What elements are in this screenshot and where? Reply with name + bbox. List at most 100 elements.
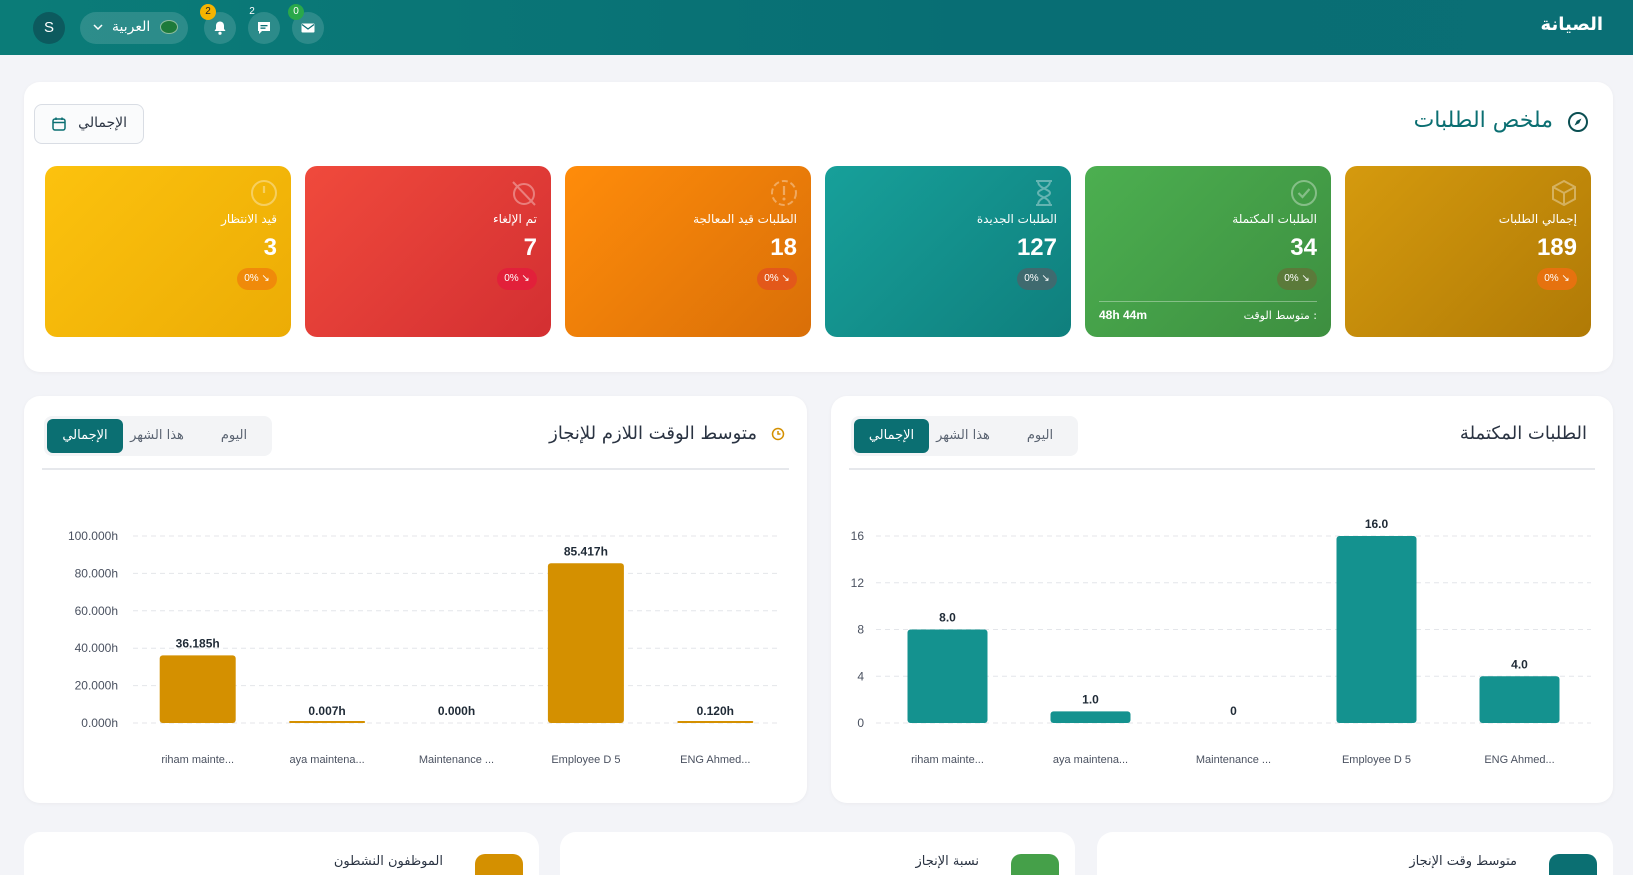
trend-badge: 0% ↘ xyxy=(1017,268,1057,290)
bar xyxy=(907,629,988,723)
panel-divider xyxy=(849,468,1595,470)
mail-icon xyxy=(301,23,315,33)
x-tick-label: riham mainte... xyxy=(161,754,234,766)
stat-value: 189 xyxy=(1536,234,1577,261)
hourglass-icon xyxy=(1036,180,1052,206)
period-filter-button[interactable]: الإجمالي xyxy=(34,104,144,144)
avg-completion-label: متوسط وقت الإنجاز xyxy=(1409,854,1517,869)
avg-time-value: 48h 44m xyxy=(1099,308,1148,322)
y-tick-label: 20.000h xyxy=(75,679,118,693)
chat-icon xyxy=(258,22,270,34)
stat-card-pending[interactable]: قيد الانتظار 3 0% ↘ xyxy=(45,166,291,337)
card-divider xyxy=(1099,301,1317,302)
x-tick-label: Employee D 5 xyxy=(1342,754,1411,766)
stat-card-cancelled[interactable]: تم الإلغاء 7 0% ↘ xyxy=(305,166,551,337)
y-tick-label: 4 xyxy=(857,669,864,683)
bar xyxy=(289,721,366,723)
notifications-button[interactable]: 2 xyxy=(200,4,236,44)
trend-badge: 0% ↘ xyxy=(497,268,537,290)
data-label: 0.000h xyxy=(438,704,475,718)
y-tick-label: 60.000h xyxy=(75,604,118,618)
tab-this-month[interactable]: هذا الشهر xyxy=(130,428,184,443)
y-tick-label: 40.000h xyxy=(75,641,118,655)
chevron-down-icon xyxy=(93,24,103,31)
stat-card-new[interactable]: الطلبات الجديدة 127 0% ↘ xyxy=(825,166,1071,337)
box-icon xyxy=(1552,179,1576,207)
x-tick-label: ENG Ahmed... xyxy=(680,754,750,766)
y-tick-label: 8 xyxy=(857,623,864,637)
y-tick-label: 12 xyxy=(851,576,865,590)
stat-card-total[interactable]: إجمالي الطلبات 189 0% ↘ xyxy=(1345,166,1591,337)
stat-card-processing[interactable]: الطلبات قيد المعالجة 18 0% ↘ xyxy=(565,166,811,337)
user-avatar[interactable]: S xyxy=(33,12,65,44)
data-label: 0.007h xyxy=(308,704,345,718)
trend-badge: 0% ↘ xyxy=(237,268,277,290)
clock-icon xyxy=(771,427,785,441)
y-tick-label: 80.000h xyxy=(75,566,118,580)
mail-badge: 0 xyxy=(288,4,304,20)
avg-time-title: متوسط الوقت اللازم للإنجاز xyxy=(549,423,757,444)
chat-badge: 2 xyxy=(249,6,255,17)
tab-this-month[interactable]: هذا الشهر xyxy=(936,428,990,443)
data-label: 85.417h xyxy=(564,544,608,558)
language-selector[interactable]: العربية xyxy=(80,12,188,44)
completion-rate-label: نسبة الإنجاز xyxy=(915,854,979,869)
percent-icon xyxy=(1011,854,1059,875)
bar xyxy=(159,655,236,723)
y-tick-label: 16 xyxy=(851,529,865,543)
stat-value: 127 xyxy=(1016,234,1057,261)
avg-completion-card: متوسط وقت الإنجاز xyxy=(1097,832,1613,875)
bar xyxy=(547,563,624,723)
trend-badge: 0% ↘ xyxy=(1277,268,1317,290)
stat-value: 3 xyxy=(263,234,277,261)
tab-total[interactable]: الإجمالي xyxy=(47,419,123,453)
data-label: 16.0 xyxy=(1365,517,1389,531)
bar xyxy=(1050,711,1131,723)
x-tick-label: ENG Ahmed... xyxy=(1484,754,1554,766)
clock-icon xyxy=(251,180,277,206)
completed-tabs: اليوم هذا الشهر الإجمالي xyxy=(851,416,1078,456)
tab-today[interactable]: اليوم xyxy=(1026,428,1054,443)
period-filter-label: الإجمالي xyxy=(78,115,127,131)
data-label: 8.0 xyxy=(939,611,956,625)
completed-bar-chart: 0 4 8 12 16 8.0 riham mainte... 1.0 aya maintena… xyxy=(851,517,1591,766)
cancel-icon xyxy=(512,181,536,206)
x-tick-label: aya maintena... xyxy=(289,754,364,766)
saudi-flag-icon xyxy=(160,20,178,34)
data-label: 1.0 xyxy=(1082,692,1099,706)
x-tick-label: Maintenance ... xyxy=(419,754,494,766)
top-bar: الصيانة S العربية 2 2 0 xyxy=(0,0,1633,55)
tab-total[interactable]: الإجمالي xyxy=(854,419,929,453)
mail-button[interactable]: 0 xyxy=(288,4,324,44)
y-tick-label: 100.000h xyxy=(68,529,118,543)
chat-button[interactable]: 2 xyxy=(248,6,280,44)
stat-value: 34 xyxy=(1290,234,1317,261)
trend-badge: 0% ↘ xyxy=(1537,268,1577,290)
x-tick-label: Maintenance ... xyxy=(1196,754,1271,766)
app-title: الصيانة xyxy=(1540,14,1603,35)
data-label: 0 xyxy=(1230,704,1237,718)
panel-divider xyxy=(42,468,789,470)
alert-circle-icon xyxy=(771,180,797,206)
language-label: العربية xyxy=(112,19,151,35)
bar xyxy=(677,721,754,723)
bar xyxy=(1479,676,1560,723)
stat-label: إجمالي الطلبات xyxy=(1498,212,1577,226)
completion-rate-card: نسبة الإنجاز xyxy=(560,832,1075,875)
summary-title: ملخص الطلبات xyxy=(1413,108,1553,133)
x-tick-label: aya maintena... xyxy=(1053,754,1128,766)
y-tick-label: 0 xyxy=(857,716,864,730)
chart-icon xyxy=(1549,854,1597,875)
stat-label: الطلبات قيد المعالجة xyxy=(693,212,797,226)
stat-card-completed[interactable]: الطلبات المكتملة 34 0% ↘ متوسط الوقت : 4… xyxy=(1085,166,1331,337)
users-icon xyxy=(475,854,523,875)
stat-label: الطلبات المكتملة xyxy=(1232,212,1317,226)
x-tick-label: riham mainte... xyxy=(911,754,984,766)
data-label: 36.185h xyxy=(176,636,220,650)
compass-icon xyxy=(1568,112,1588,132)
calendar-icon xyxy=(52,117,66,131)
tab-today[interactable]: اليوم xyxy=(220,428,248,443)
active-employees-label: الموظفون النشطون xyxy=(333,854,443,869)
check-circle-icon xyxy=(1291,180,1317,206)
bar xyxy=(1336,536,1417,723)
